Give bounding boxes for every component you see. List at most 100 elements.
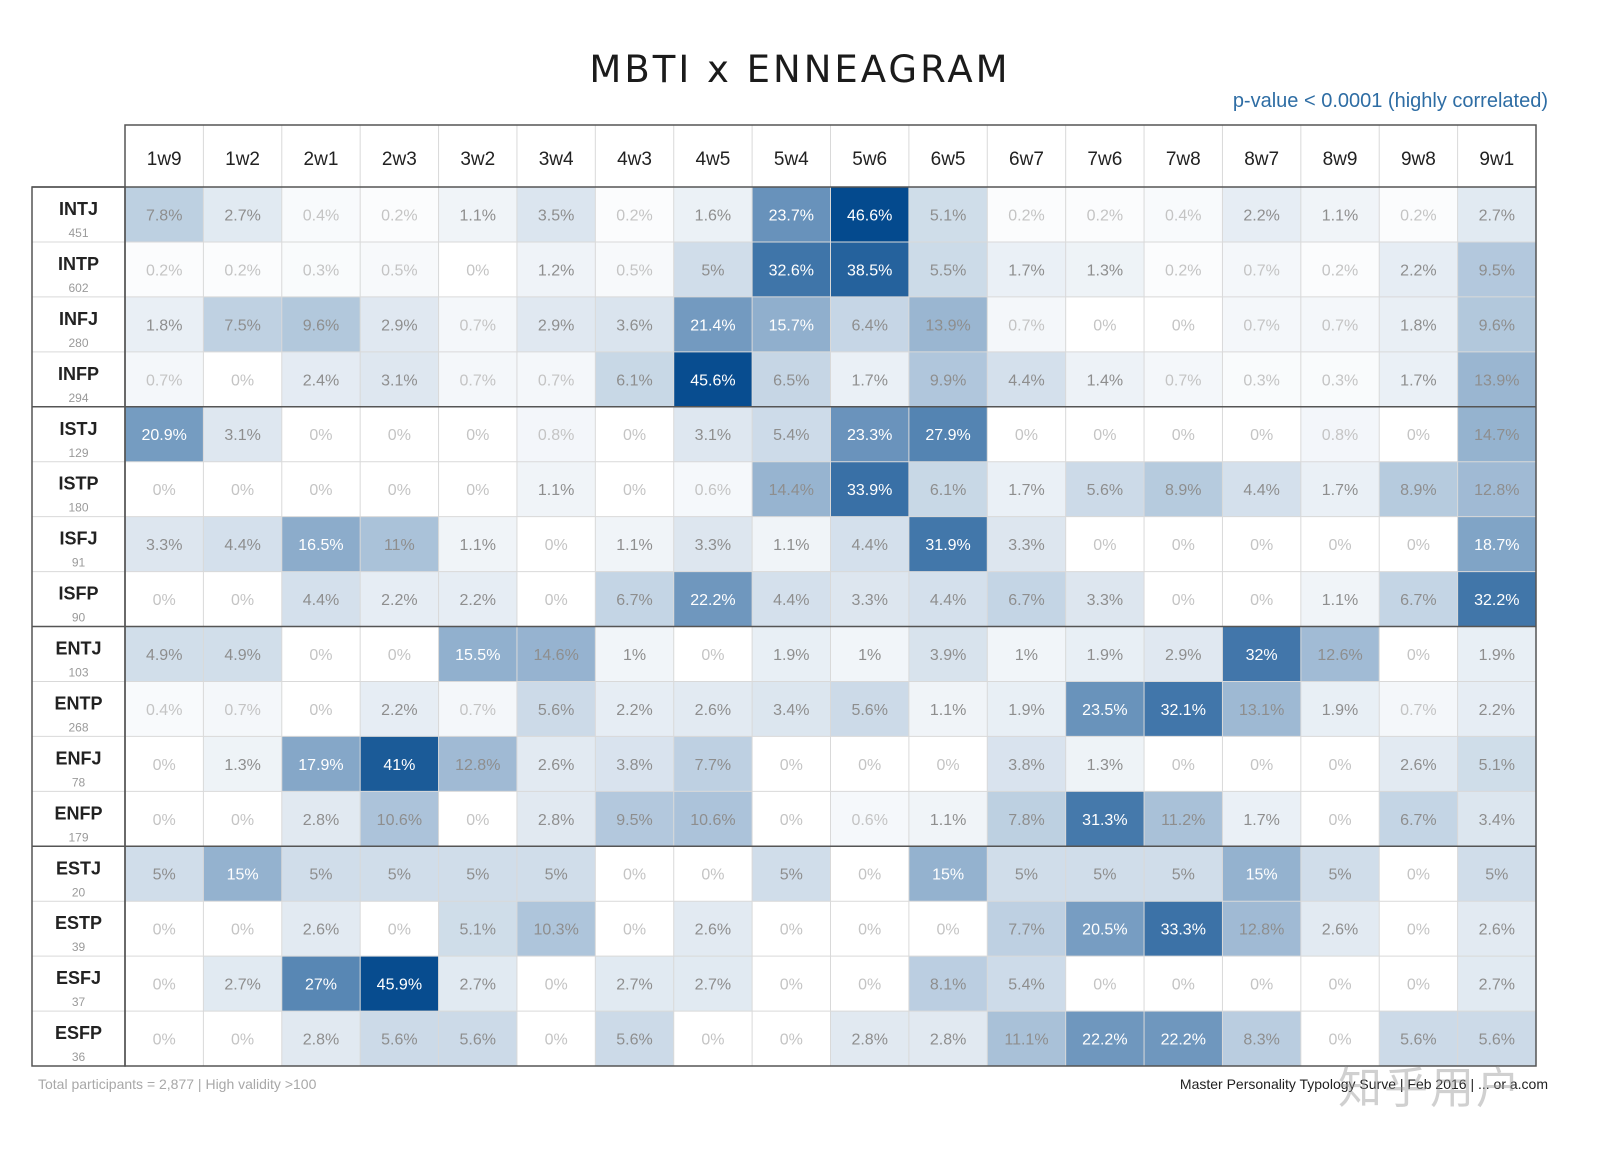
cell-value-label: 0.2% [1400,207,1436,224]
cell-value-label: 0% [466,482,489,499]
heatmap-cell [830,1011,909,1066]
heatmap-gridlines [32,125,1536,1066]
heatmap-frame [31,124,1537,1067]
heatmap-cell [203,626,282,682]
heatmap-cell [1300,901,1380,957]
heatmap-cell [595,1011,674,1066]
cell-value-label: 2.8% [851,1032,887,1049]
heatmap-cell [908,1011,988,1066]
heatmap-cell [360,681,439,737]
heatmap-cell [203,901,282,957]
heatmap-cell [752,406,831,462]
cell-value-label: 0% [545,592,568,609]
row-type-label: ENTJ [55,639,101,659]
cell-value-label: 4.4% [224,537,260,554]
heatmap-cell [1144,956,1223,1012]
cell-value-label: 0% [309,427,332,444]
heatmap-cell [1065,351,1145,407]
cell-value-label: 5% [1015,867,1038,884]
cell-value-label: 16.5% [298,537,343,554]
cell-value-label: 0% [466,812,489,829]
heatmap-cell [1300,516,1380,572]
footer-participants: Total participants = 2,877 | High validi… [38,1076,317,1092]
heatmap-cell [908,461,988,517]
cell-value-label: 6.1% [930,482,966,499]
cell-value-label: 2.4% [303,372,339,389]
column-header-label: 5w6 [852,149,887,170]
cell-value-label: 5% [1093,867,1116,884]
heatmap-cell [830,846,909,902]
cell-value-label: 33.9% [847,482,892,499]
heatmap-cell [438,516,517,572]
heatmap-cell [908,571,988,627]
heatmap-cell [125,681,204,737]
cell-value-label: 2.8% [538,812,574,829]
cell-value-label: 45.6% [690,372,735,389]
heatmap-cell [1457,626,1536,682]
heatmap-cell [438,296,517,352]
heatmap-cell [516,791,596,847]
cell-value-label: 31.3% [1082,812,1127,829]
cell-value-label: 6.7% [1400,812,1436,829]
heatmap-cell [1065,516,1145,572]
heatmap-cell [281,736,361,792]
heatmap-cell [516,461,596,517]
cell-value-label: 0.4% [1165,207,1201,224]
heatmap-cell [1222,187,1301,242]
cell-value-label: 1.9% [1087,647,1123,664]
heatmap-cell [1144,1011,1223,1066]
cell-value-label: 4.4% [851,537,887,554]
cell-value-label: 1.1% [460,537,496,554]
column-header-label: 1w9 [147,149,182,170]
cell-value-label: 0.7% [1243,262,1279,279]
cell-value-label: 2.2% [1479,702,1515,719]
cell-value-label: 5.4% [1008,977,1044,994]
cell-value-label: 7.5% [224,317,260,334]
heatmap-cell [438,1011,517,1066]
heatmap-cell [830,571,909,627]
heatmap-cell [516,1011,596,1066]
heatmap-cell [1300,461,1380,517]
cell-value-label: 4.4% [303,592,339,609]
heatmap-cell [281,901,361,957]
row-type-label: INFJ [59,309,98,329]
heatmap-cell [830,681,909,737]
cell-value-label: 0.2% [1087,207,1123,224]
heatmap-cell [281,351,361,407]
row-count-label: 36 [72,1050,86,1064]
heatmap-cell [360,1011,439,1066]
cell-value-label: 0% [1172,977,1195,994]
heatmap-cell [1222,626,1301,682]
heatmap-cell [516,956,596,1012]
cell-value-label: 5.6% [538,702,574,719]
heatmap-cell [281,187,361,242]
cell-value-label: 0% [1328,1032,1351,1049]
cell-value-label: 0.7% [1008,317,1044,334]
heatmap-cell [987,241,1066,297]
cell-value-label: 5% [780,867,803,884]
cell-value-label: 5.6% [1400,1032,1436,1049]
cell-value-label: 1.7% [1243,812,1279,829]
row-type-label: ISTJ [59,419,97,439]
cell-value-label: 32.6% [769,262,814,279]
column-header-label: 6w5 [931,149,966,170]
heatmap-cell [595,571,674,627]
cell-value-label: 1.1% [460,207,496,224]
cell-value-label: 0.2% [381,207,417,224]
cell-value-label: 0% [1328,812,1351,829]
cell-value-label: 0% [858,977,881,994]
row-headers: INTJ 451 INTP 602 INFJ 280 INFP 294 ISTJ 129 ISTP 1… [54,199,102,1064]
heatmap-cell [1379,626,1458,682]
heatmap-cell [1457,736,1536,792]
cell-value-label: 9.5% [616,812,652,829]
cell-value-label: 0% [309,647,332,664]
heatmap-cell [1379,571,1458,627]
row-type-label: INTP [58,254,99,274]
heatmap-cell [673,626,753,682]
row-type-label: INTJ [59,199,98,219]
heatmap-cell [1222,296,1301,352]
cell-value-label: 5% [466,867,489,884]
heatmap-cell [987,516,1066,572]
row-count-label: 78 [72,775,86,789]
heatmap-cell [752,516,831,572]
